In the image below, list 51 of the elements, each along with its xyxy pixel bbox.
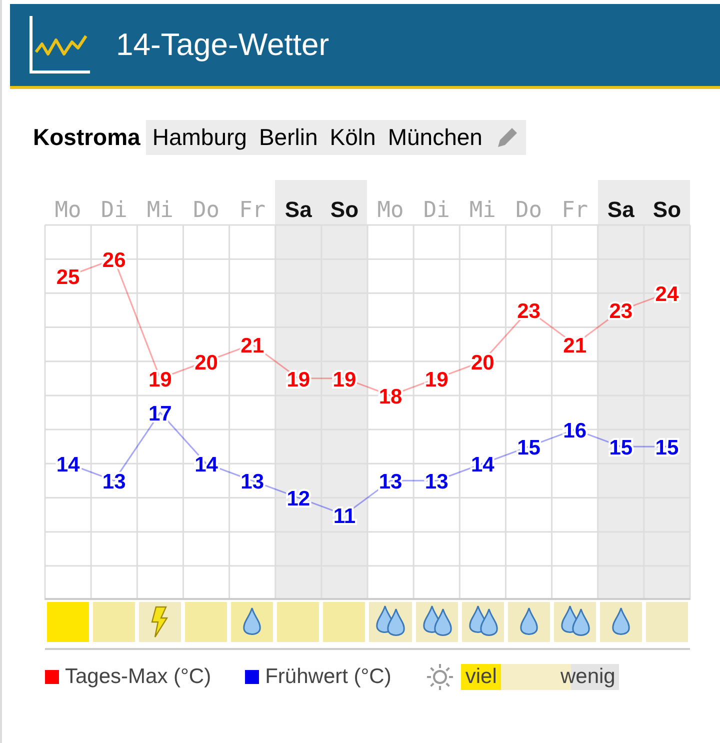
data-label: 17	[148, 402, 172, 426]
x-tick-label: Do	[516, 198, 542, 223]
data-label: 14	[56, 454, 80, 477]
text: Berlin	[258, 124, 318, 151]
data-label: 16	[563, 420, 586, 443]
data-label: 21	[240, 334, 264, 358]
data-label: 13	[378, 470, 402, 494]
x-tick-label: Sa	[607, 197, 636, 222]
data-label: 19	[148, 368, 172, 392]
data-label: 18	[378, 385, 403, 408]
x-tick-label: Fr	[562, 198, 588, 223]
data-label: 13	[240, 470, 264, 494]
data-label: 20	[471, 351, 494, 374]
x-tick-label: Fr	[239, 198, 266, 223]
data-label: 13	[424, 470, 448, 494]
data-label: 14	[194, 454, 218, 477]
data-label: 15	[655, 436, 679, 460]
x-tick-label: So	[330, 197, 359, 222]
data-label: 23	[517, 300, 540, 324]
chart-title: 14-Tage-Wetter	[116, 27, 330, 63]
data-label: 15	[517, 436, 541, 460]
x-tick-label: So	[652, 197, 682, 222]
x-tick-label: Di	[423, 198, 450, 223]
x-tick-label: Mi	[469, 198, 496, 223]
sunshine-scale: viel wenig	[461, 664, 620, 690]
data-label: 23	[609, 300, 633, 324]
x-tick-label: Mi	[146, 198, 174, 223]
text: Köln	[330, 124, 376, 151]
x-tick-label: Mo	[377, 198, 404, 223]
data-label: 26	[102, 249, 126, 272]
text: Kostroma	[33, 124, 140, 151]
x-tick-label: Di	[100, 198, 128, 223]
legend-label: Frühwert (°C)	[264, 665, 392, 689]
data-label: 21	[563, 334, 587, 358]
text: München	[388, 124, 482, 151]
data-label: 14	[471, 454, 495, 477]
data-label: 11	[333, 504, 356, 528]
data-label: 12	[286, 488, 310, 511]
legend-label: Tages-Max (°C)	[64, 665, 212, 689]
data-label: 19	[424, 368, 448, 392]
text: Hamburg	[152, 124, 247, 151]
data-label: 20	[194, 351, 218, 374]
data-label: 19	[286, 368, 310, 392]
x-tick-label: Sa	[284, 197, 313, 222]
data-label: 25	[56, 266, 80, 290]
x-tick-label: Mo	[54, 198, 82, 223]
data-label: 13	[102, 470, 126, 494]
x-tick-label: Do	[193, 198, 220, 223]
data-label: 19	[332, 368, 356, 392]
data-label: 15	[609, 436, 633, 460]
data-label: 24	[655, 283, 679, 306]
